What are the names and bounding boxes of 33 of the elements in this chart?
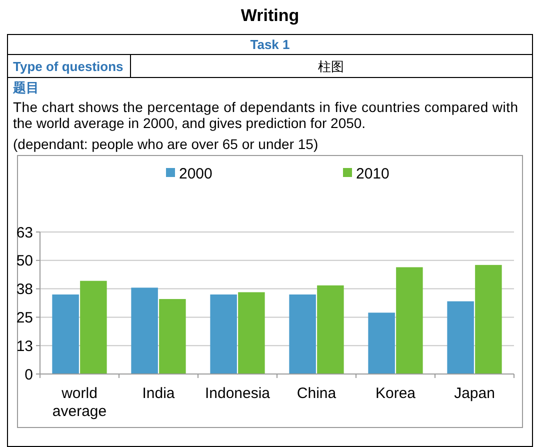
x-tick-label: world average (52, 385, 107, 420)
y-tick-label: 50 (16, 252, 33, 270)
bar (210, 294, 237, 374)
y-tick-label: 38 (16, 281, 33, 298)
y-tick-label: 25 (16, 309, 33, 326)
bar (238, 292, 265, 374)
y-tick-label: 0 (24, 366, 33, 384)
bar (317, 285, 344, 374)
legend-label: 2000 (179, 165, 212, 182)
y-tick-label: 13 (16, 338, 33, 355)
text: Type of questions (13, 59, 124, 74)
bar (131, 288, 158, 374)
text: (dependant: people who are over 65 or under 15) (13, 136, 318, 152)
bar (475, 264, 502, 374)
text: The chart shows the percentage of dependants in five countries compared with the world average in 2000, and gives prediction for 2050. (13, 99, 518, 131)
text: 柱图 (318, 59, 344, 74)
bar (80, 280, 107, 374)
chart-title: Writing (240, 6, 300, 25)
text: 题目 (12, 80, 39, 95)
x-tick-label: China (296, 385, 337, 402)
bar (447, 301, 474, 374)
x-tick-label: India (142, 385, 176, 402)
y-tick-label: 63 (16, 224, 33, 242)
bar (52, 294, 79, 374)
legend-label: 2010 (356, 165, 390, 182)
bar (289, 294, 316, 374)
bar (159, 299, 186, 374)
chart-subtitle: Task 1 (250, 37, 290, 52)
x-tick-label: Japan (454, 385, 495, 402)
x-tick-label: Indonesia (204, 385, 271, 402)
x-tick-label: Korea (375, 385, 416, 402)
bar (396, 267, 423, 374)
bar (368, 312, 395, 374)
